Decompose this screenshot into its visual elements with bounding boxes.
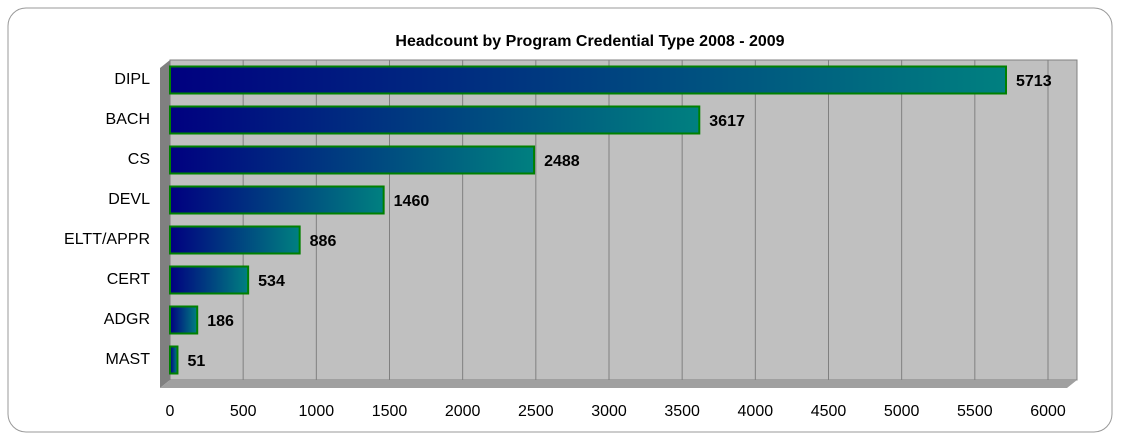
x-tick-label: 4500 (811, 403, 847, 420)
bar (169, 105, 701, 135)
y-tick-label: ADGR (104, 311, 150, 328)
value-label: 5713 (1016, 73, 1052, 90)
value-label: 3617 (709, 113, 745, 130)
y-tick-label: ELTT/APPR (64, 231, 150, 248)
x-tick-label: 5500 (957, 403, 993, 420)
y-tick-label: MAST (106, 351, 151, 368)
x-tick-label: 3000 (591, 403, 627, 420)
y-tick-label: CS (128, 151, 150, 168)
bar (169, 185, 385, 215)
x-tick-label: 0 (166, 403, 175, 420)
x-tick-label: 4000 (738, 403, 774, 420)
value-label: 534 (258, 273, 285, 290)
value-label: 2488 (544, 153, 580, 170)
y-tick-label: DIPL (114, 71, 150, 88)
chart-title: Headcount by Program Credential Type 200… (395, 33, 784, 50)
bar (169, 305, 199, 335)
y-tick-label: BACH (106, 111, 150, 128)
bar (169, 145, 536, 175)
bar (169, 225, 301, 255)
x-tick-label: 5000 (884, 403, 920, 420)
plot-side-wall (160, 60, 170, 388)
bar (169, 65, 1008, 95)
x-tick-label: 6000 (1030, 403, 1066, 420)
x-tick-label: 1500 (372, 403, 408, 420)
x-tick-label: 500 (230, 403, 257, 420)
x-tick-label: 2500 (518, 403, 554, 420)
plot-floor (160, 380, 1077, 388)
y-tick-label: DEVL (108, 191, 150, 208)
value-label: 1460 (394, 193, 430, 210)
x-tick-label: 2000 (445, 403, 481, 420)
value-label: 186 (207, 313, 234, 330)
bar (169, 265, 250, 295)
bar (169, 345, 179, 375)
x-tick-label: 3500 (664, 403, 700, 420)
y-tick-label: CERT (107, 271, 150, 288)
value-label: 886 (310, 233, 337, 250)
x-tick-label: 1000 (299, 403, 335, 420)
value-label: 51 (187, 353, 205, 370)
